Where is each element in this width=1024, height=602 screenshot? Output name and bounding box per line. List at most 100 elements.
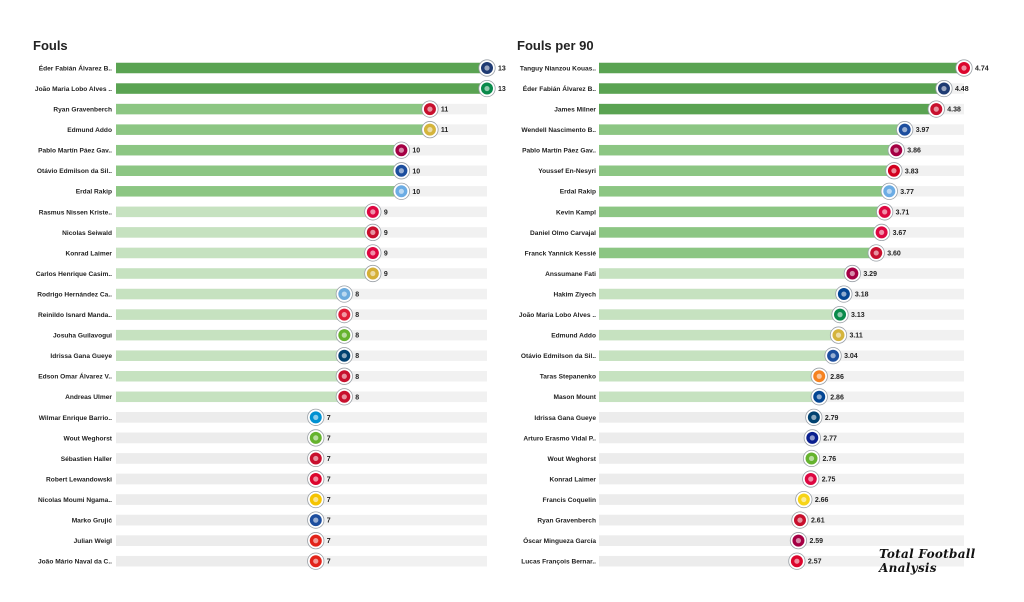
- bar-fouls-per-90: [599, 227, 882, 238]
- player-name-label: Óscar Mingueza García: [523, 536, 596, 545]
- bar-fouls: [116, 309, 345, 320]
- bar-fouls: [116, 206, 373, 218]
- player-name-label: Rodrigo Hernández Ca..: [37, 291, 112, 298]
- player-name-label: Edson Omar Álvarez V..: [38, 372, 112, 381]
- bar-fouls: [116, 555, 316, 567]
- bar-fouls: [116, 350, 345, 361]
- player-name-label: Hakim Ziyech: [553, 291, 596, 298]
- player-name-label: Erdal Rakip: [560, 189, 596, 196]
- bar-fouls-per-90: [599, 247, 877, 259]
- sheriff-icon: [829, 326, 848, 344]
- barcelona-icon: [843, 264, 861, 283]
- player-name-label: Arturo Erasmo Vidal P..: [523, 435, 596, 442]
- value-label: 11: [441, 107, 449, 114]
- malmo-icon: [392, 182, 410, 200]
- bar-fouls: [116, 329, 345, 341]
- player-name-label: Lucas François Bernar..: [521, 559, 596, 566]
- player-name-label: Ryan Gravenberch: [537, 518, 596, 525]
- bar-fouls-per-90: [599, 103, 937, 115]
- player-name-label: Daniel Olmo Carvajal: [530, 230, 596, 237]
- value-label: 4.74: [975, 66, 989, 73]
- chart-title-fouls-per-90: Fouls per 90: [517, 38, 594, 53]
- bar-fouls-per-90: [599, 432, 813, 444]
- value-label: 2.57: [808, 559, 822, 566]
- bar-fouls-per-90: [599, 124, 905, 135]
- psg-icon: [335, 347, 353, 365]
- bar-fouls-per-90: [599, 412, 814, 423]
- leipzig-icon: [873, 223, 891, 241]
- bar-fouls-per-90: [599, 165, 894, 176]
- salzburg-icon: [335, 388, 353, 406]
- player-name-label: Idrissa Gana Gueye: [50, 353, 112, 360]
- chelsea-icon: [835, 285, 853, 303]
- value-label: 8: [355, 353, 359, 360]
- bayern-icon: [307, 470, 325, 488]
- value-label: 3.86: [907, 148, 921, 155]
- value-label: 2.86: [830, 394, 844, 401]
- chelsea-icon: [810, 388, 828, 406]
- bar-fouls: [116, 247, 373, 259]
- player-name-label: Edmund Addo: [551, 333, 596, 340]
- club-brugge-icon: [935, 79, 953, 98]
- value-label: 3.71: [896, 209, 910, 216]
- bar-fouls: [116, 165, 402, 176]
- value-label: 3.77: [900, 189, 914, 196]
- value-label: 3.13: [851, 312, 865, 319]
- player-name-label: João Maria Lobo Alves ..: [519, 312, 596, 319]
- value-label: 10: [412, 189, 420, 196]
- value-label: 3.97: [916, 127, 930, 134]
- player-name-label: Ryan Gravenberch: [53, 107, 112, 114]
- bar-fouls: [116, 288, 345, 300]
- player-name-label: Francis Coquelin: [543, 497, 597, 504]
- bar-fouls-per-90: [599, 144, 897, 156]
- player-name-label: Konrad Laimer: [549, 476, 596, 483]
- bar-fouls-per-90: [599, 329, 839, 341]
- player-name-label: Andreas Ulmer: [65, 394, 112, 401]
- value-label: 2.86: [830, 374, 844, 381]
- sheriff-icon: [421, 121, 439, 139]
- value-label: 3.11: [849, 333, 862, 340]
- bar-fouls: [116, 124, 430, 135]
- wolfsburg-icon: [335, 326, 353, 344]
- leipzig-icon: [876, 203, 894, 221]
- value-label: 3.60: [887, 250, 901, 257]
- bar-fouls-per-90: [599, 186, 890, 197]
- value-label: 3.04: [844, 353, 858, 360]
- bar-fouls: [116, 186, 402, 197]
- lille-icon: [335, 305, 353, 324]
- barcelona-icon: [789, 532, 808, 550]
- bayern-icon: [788, 552, 806, 570]
- bar-fouls: [116, 412, 316, 423]
- value-label: 11: [441, 127, 449, 134]
- bar-fouls-per-90: [599, 206, 885, 218]
- leipzig-icon: [802, 470, 820, 488]
- player-name-label: Nicolas Moumi Ngama..: [38, 497, 112, 504]
- player-name-label: Youssef En-Nesyri: [538, 168, 596, 175]
- bayern-icon: [955, 59, 973, 77]
- player-name-label: Mason Mount: [554, 394, 597, 401]
- player-name-label: Marko Grujić: [72, 518, 113, 525]
- player-name-label: Wout Weghorst: [64, 435, 113, 442]
- bar-fouls-per-90: [599, 514, 800, 526]
- player-name-label: Edmund Addo: [67, 127, 112, 134]
- player-name-label: Robert Lewandowski: [46, 476, 112, 483]
- barcelona-icon: [887, 141, 905, 159]
- player-name-label: Taras Stepanenko: [540, 374, 596, 381]
- young-boys-icon: [307, 490, 325, 509]
- bar-fouls: [116, 103, 430, 115]
- zenit-icon: [307, 408, 325, 426]
- bar-fouls-per-90: [599, 473, 811, 485]
- player-name-label: João Maria Lobo Alves ..: [35, 86, 112, 93]
- salzburg-icon: [364, 223, 382, 241]
- porto-icon: [824, 347, 842, 365]
- psg-icon: [805, 408, 823, 426]
- brand-logo-text: Total Football Analysis: [879, 547, 976, 575]
- bar-fouls: [116, 494, 316, 505]
- player-name-label: Julian Weigl: [74, 538, 113, 545]
- benfica-icon: [307, 552, 325, 570]
- bar-fouls: [116, 514, 316, 526]
- value-label: 8: [355, 394, 359, 401]
- wolfsburg-icon: [307, 429, 325, 447]
- player-name-label: James Milner: [554, 107, 596, 114]
